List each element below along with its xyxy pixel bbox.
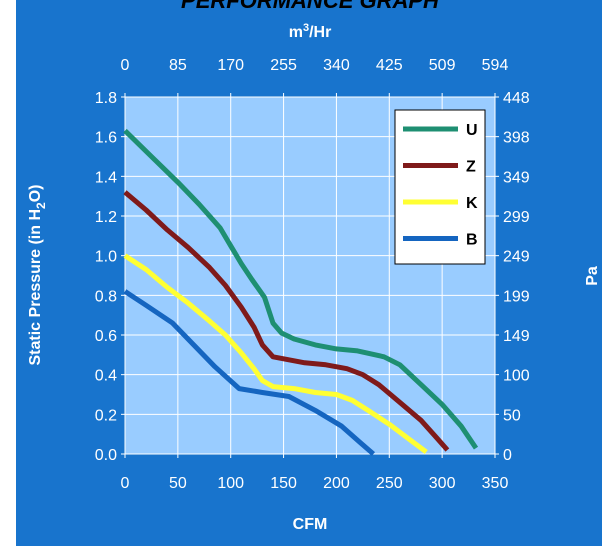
x-tick-label: 0 <box>121 475 130 492</box>
y2-tick-label: 249 <box>503 249 530 266</box>
y-tick-label: 1.6 <box>95 130 117 147</box>
y-tick-label: 0.4 <box>95 368 117 385</box>
series-line-z <box>123 190 450 452</box>
y-tick-label: 0.0 <box>95 447 117 464</box>
y2-tick-label: 50 <box>503 407 521 424</box>
series-line-b <box>123 289 376 456</box>
x-tick-label: 350 <box>482 475 509 492</box>
x2-tick-label: 594 <box>482 57 509 74</box>
x-tick-label: 150 <box>270 475 297 492</box>
y-tick-label: 0.2 <box>95 407 117 424</box>
y2-tick-label: 299 <box>503 209 530 226</box>
x-tick-label: 50 <box>169 475 187 492</box>
y2-tick-label: 100 <box>503 368 530 385</box>
x-tick-label: 200 <box>323 475 350 492</box>
y2-tick-label: 448 <box>503 90 530 107</box>
y-axis-label: Static Pressure (in H2O) <box>27 185 48 366</box>
x-tick-label: 250 <box>376 475 403 492</box>
series-line-k <box>123 253 428 455</box>
y2-tick-label: 199 <box>503 288 530 305</box>
y-tick-label: 1.2 <box>95 209 117 226</box>
y-tick-label: 1.8 <box>95 90 117 107</box>
x2-tick-label: 255 <box>270 57 297 74</box>
legend-label-u: U <box>466 122 478 139</box>
y2-tick-label: 0 <box>503 447 512 464</box>
x2-tick-label: 170 <box>217 57 244 74</box>
chart-title: PERFORMANCE GRAPH <box>181 0 440 13</box>
x-tick-label: 100 <box>217 475 244 492</box>
x2-axis-label: m3/Hr <box>289 22 332 41</box>
x2-tick-label: 85 <box>169 57 187 74</box>
legend-label-b: B <box>466 232 478 249</box>
x-axis-label: CFM <box>293 516 328 533</box>
y2-tick-label: 398 <box>503 130 530 147</box>
series-lines <box>123 128 479 456</box>
x2-tick-label: 0 <box>121 57 130 74</box>
y2-axis-label: Pa <box>584 266 601 286</box>
x2-tick-label: 509 <box>429 57 456 74</box>
legend: U Z K B <box>394 109 486 265</box>
y-tick-label: 0.8 <box>95 288 117 305</box>
legend-label-z: Z <box>466 159 476 176</box>
legend-label-k: K <box>466 195 478 212</box>
y2-tick-label: 149 <box>503 328 530 345</box>
y-tick-label: 1.0 <box>95 249 117 266</box>
y2-tick-label: 349 <box>503 169 530 186</box>
x2-tick-label: 425 <box>376 57 403 74</box>
y-tick-label: 0.6 <box>95 328 117 345</box>
series-line-u <box>123 128 479 450</box>
x-tick-label: 300 <box>429 475 456 492</box>
x2-tick-label: 340 <box>323 57 350 74</box>
y-tick-label: 1.4 <box>95 169 117 186</box>
